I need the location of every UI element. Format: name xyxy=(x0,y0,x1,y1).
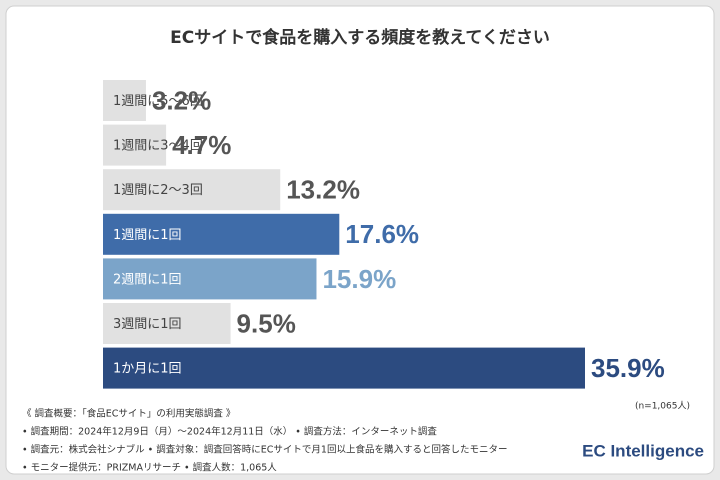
category-label: 1週間に3〜4回 xyxy=(113,139,203,154)
value-label: 17.6% xyxy=(345,219,419,249)
bar xyxy=(103,347,585,389)
chart-title: ECサイトで食品を購入する頻度を教えてください xyxy=(170,27,550,48)
value-label: 9.5% xyxy=(237,308,296,338)
bar xyxy=(103,80,146,121)
footnote: • 調査期間：2024年12月9日（月）〜2024年12月11日（水） • 調査… xyxy=(22,426,437,438)
category-label: 1週間に1回 xyxy=(113,228,182,243)
bar xyxy=(103,258,317,300)
value-label: 4.7% xyxy=(172,130,231,160)
value-label: 3.2% xyxy=(152,85,211,115)
bar xyxy=(103,169,281,211)
sample-note: (n=1,065人) xyxy=(635,401,690,412)
footnote: • 調査元：株式会社シナブル • 調査対象：調査回答時にECサイトで月1回以上食… xyxy=(22,444,507,456)
logo: EC Intelligence xyxy=(582,441,704,460)
footnote: • モニター提供元：PRIZMAリサーチ • 調査人数：1,065人 xyxy=(22,462,277,474)
value-label: 13.2% xyxy=(286,175,360,205)
footnote: 《 調査概要：「食品ECサイト」の利用実態調査 》 xyxy=(22,408,235,420)
value-label: 35.9% xyxy=(591,353,665,383)
category-label: 1か月に1回 xyxy=(113,362,182,377)
bar xyxy=(103,124,167,166)
category-label: 1週間に5〜6回 xyxy=(113,94,203,109)
category-label: 2週間に1回 xyxy=(113,272,182,287)
bar xyxy=(103,213,340,255)
category-label: 1週間に2〜3回 xyxy=(113,183,203,198)
bar xyxy=(103,303,231,344)
category-label: 3週間に1回 xyxy=(113,317,182,332)
value-label: 15.9% xyxy=(322,264,396,294)
